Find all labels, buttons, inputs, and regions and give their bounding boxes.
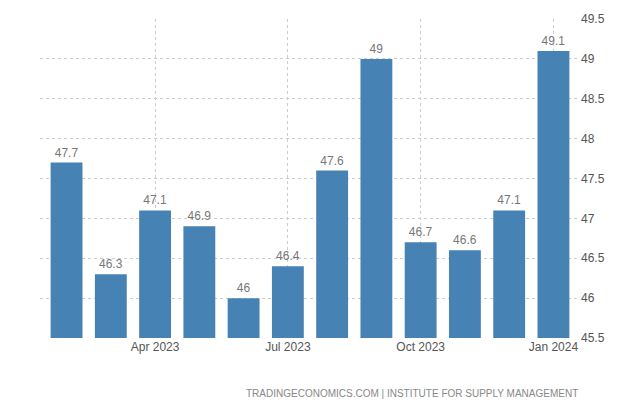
svg-text:TRADINGECONOMICS.COM | INSTITU: TRADINGECONOMICS.COM | INSTITUTE FOR SUP… (246, 388, 578, 399)
svg-text:46.6: 46.6 (453, 233, 477, 247)
svg-text:Jan 2024: Jan 2024 (529, 340, 579, 354)
svg-text:Oct 2023: Oct 2023 (396, 340, 445, 354)
svg-text:49: 49 (370, 42, 384, 56)
svg-text:46.3: 46.3 (99, 257, 123, 271)
svg-text:46.5: 46.5 (581, 251, 605, 265)
svg-text:46: 46 (581, 291, 595, 305)
svg-text:48.5: 48.5 (581, 92, 605, 106)
svg-text:49.5: 49.5 (581, 12, 605, 26)
svg-text:Apr 2023: Apr 2023 (131, 340, 180, 354)
svg-text:48: 48 (581, 132, 595, 146)
svg-text:47.1: 47.1 (497, 193, 521, 207)
svg-text:Jul 2023: Jul 2023 (265, 340, 311, 354)
svg-text:47.1: 47.1 (143, 193, 167, 207)
svg-text:46.9: 46.9 (188, 209, 212, 223)
svg-text:47.6: 47.6 (320, 154, 344, 168)
svg-text:49.1: 49.1 (542, 34, 566, 48)
svg-text:47.7: 47.7 (55, 146, 79, 160)
svg-text:46: 46 (237, 281, 251, 295)
svg-text:46.7: 46.7 (409, 225, 433, 239)
svg-text:46.4: 46.4 (276, 249, 300, 263)
svg-text:47: 47 (581, 212, 595, 226)
svg-text:49: 49 (581, 52, 595, 66)
svg-text:47.5: 47.5 (581, 172, 605, 186)
svg-text:45.5: 45.5 (581, 331, 605, 345)
